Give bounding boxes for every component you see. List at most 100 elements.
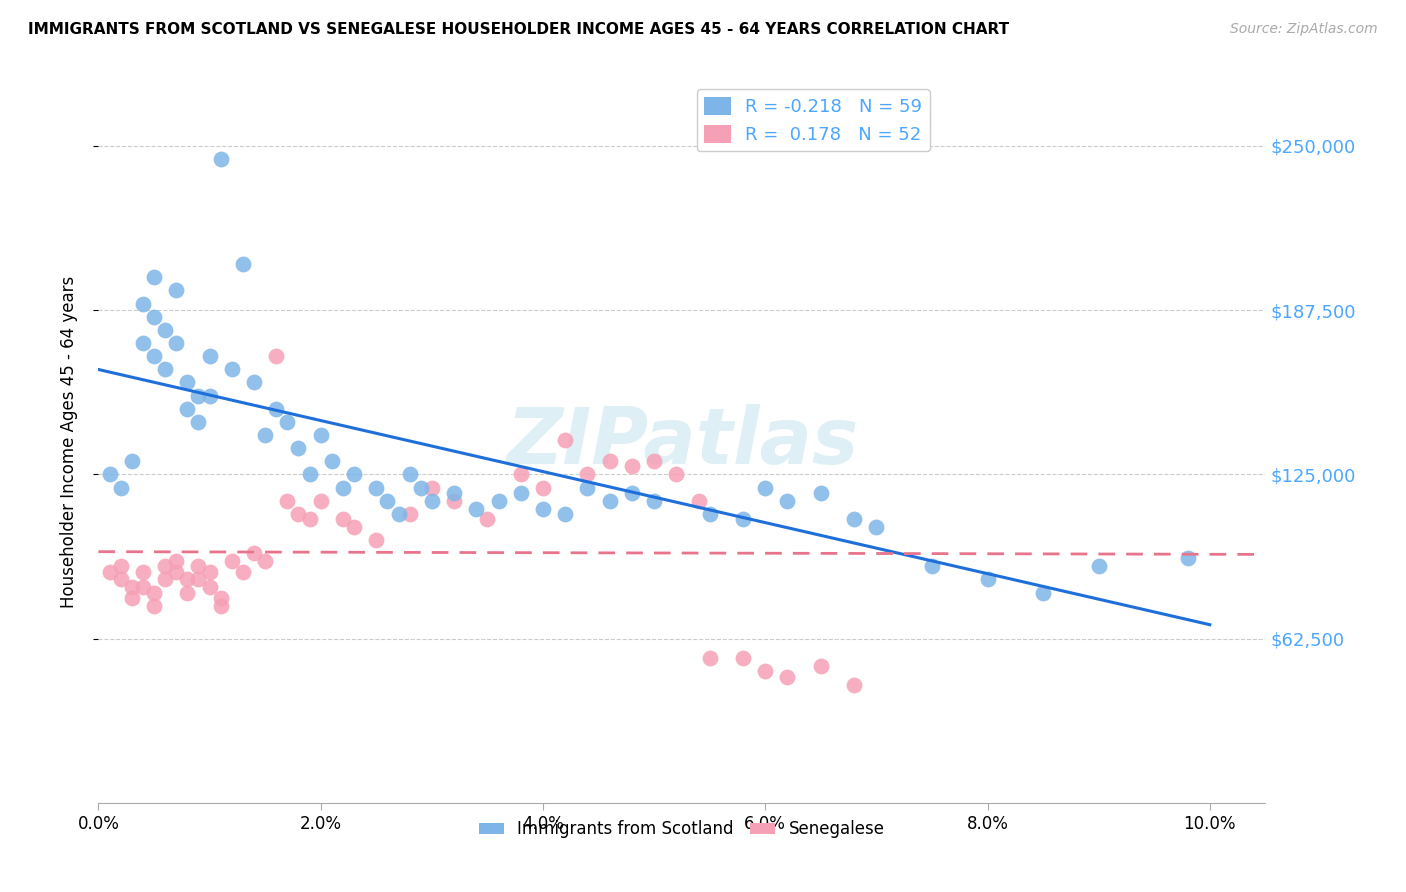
Point <box>121 580 143 594</box>
Point <box>153 362 176 376</box>
Point <box>198 349 221 363</box>
Point <box>143 599 166 613</box>
Point <box>153 559 176 574</box>
Point <box>731 651 754 665</box>
Point <box>209 591 232 605</box>
Point <box>298 467 321 482</box>
Point <box>198 388 221 402</box>
Point <box>599 493 621 508</box>
Point <box>620 485 643 500</box>
Point <box>165 284 187 298</box>
Point <box>776 493 799 508</box>
Point <box>287 507 309 521</box>
Point <box>176 573 198 587</box>
Point <box>754 665 776 679</box>
Point <box>321 454 343 468</box>
Point <box>110 559 132 574</box>
Point <box>531 501 554 516</box>
Point <box>509 485 531 500</box>
Point <box>366 481 388 495</box>
Point <box>276 493 298 508</box>
Point <box>420 493 443 508</box>
Point <box>398 467 420 482</box>
Point <box>1032 585 1054 599</box>
Point <box>264 349 287 363</box>
Point <box>332 481 354 495</box>
Point <box>254 554 277 568</box>
Point <box>643 493 665 508</box>
Point <box>865 520 887 534</box>
Point <box>165 554 187 568</box>
Point <box>132 565 155 579</box>
Point <box>121 591 143 605</box>
Point <box>688 493 710 508</box>
Point <box>1177 551 1199 566</box>
Point <box>554 507 576 521</box>
Text: IMMIGRANTS FROM SCOTLAND VS SENEGALESE HOUSEHOLDER INCOME AGES 45 - 64 YEARS COR: IMMIGRANTS FROM SCOTLAND VS SENEGALESE H… <box>28 22 1010 37</box>
Point <box>176 376 198 390</box>
Point <box>221 362 243 376</box>
Point <box>98 467 121 482</box>
Point <box>465 501 488 516</box>
Text: Source: ZipAtlas.com: Source: ZipAtlas.com <box>1230 22 1378 37</box>
Point <box>420 481 443 495</box>
Point <box>232 257 254 271</box>
Point <box>143 585 166 599</box>
Point <box>254 428 277 442</box>
Point <box>243 376 266 390</box>
Point <box>187 559 209 574</box>
Point <box>477 512 499 526</box>
Point <box>143 270 166 285</box>
Y-axis label: Householder Income Ages 45 - 64 years: Householder Income Ages 45 - 64 years <box>59 276 77 607</box>
Point <box>209 599 232 613</box>
Point <box>110 573 132 587</box>
Point <box>387 507 409 521</box>
Point <box>187 388 209 402</box>
Point <box>132 336 155 351</box>
Point <box>810 659 832 673</box>
Point <box>576 481 599 495</box>
Point <box>754 481 776 495</box>
Point <box>810 485 832 500</box>
Point <box>443 493 465 508</box>
Point <box>98 565 121 579</box>
Point <box>143 349 166 363</box>
Point <box>398 507 420 521</box>
Point <box>343 520 366 534</box>
Point <box>366 533 388 547</box>
Legend: Immigrants from Scotland, Senegalese: Immigrants from Scotland, Senegalese <box>472 814 891 845</box>
Point <box>176 585 198 599</box>
Point <box>699 651 721 665</box>
Point <box>153 323 176 337</box>
Point <box>620 459 643 474</box>
Point <box>921 559 943 574</box>
Point <box>554 434 576 448</box>
Point <box>276 415 298 429</box>
Point <box>332 512 354 526</box>
Point <box>599 454 621 468</box>
Point <box>198 565 221 579</box>
Point <box>132 296 155 310</box>
Point <box>343 467 366 482</box>
Point <box>309 493 332 508</box>
Point <box>287 441 309 455</box>
Point <box>377 493 399 508</box>
Point <box>121 454 143 468</box>
Point <box>209 152 232 166</box>
Point <box>165 336 187 351</box>
Point <box>187 573 209 587</box>
Point <box>221 554 243 568</box>
Point <box>509 467 531 482</box>
Point <box>531 481 554 495</box>
Point <box>143 310 166 324</box>
Point <box>443 485 465 500</box>
Point <box>488 493 510 508</box>
Point <box>309 428 332 442</box>
Point <box>176 401 198 416</box>
Point <box>264 401 287 416</box>
Point <box>576 467 599 482</box>
Point <box>844 677 866 691</box>
Point <box>110 481 132 495</box>
Point <box>776 670 799 684</box>
Point <box>844 512 866 526</box>
